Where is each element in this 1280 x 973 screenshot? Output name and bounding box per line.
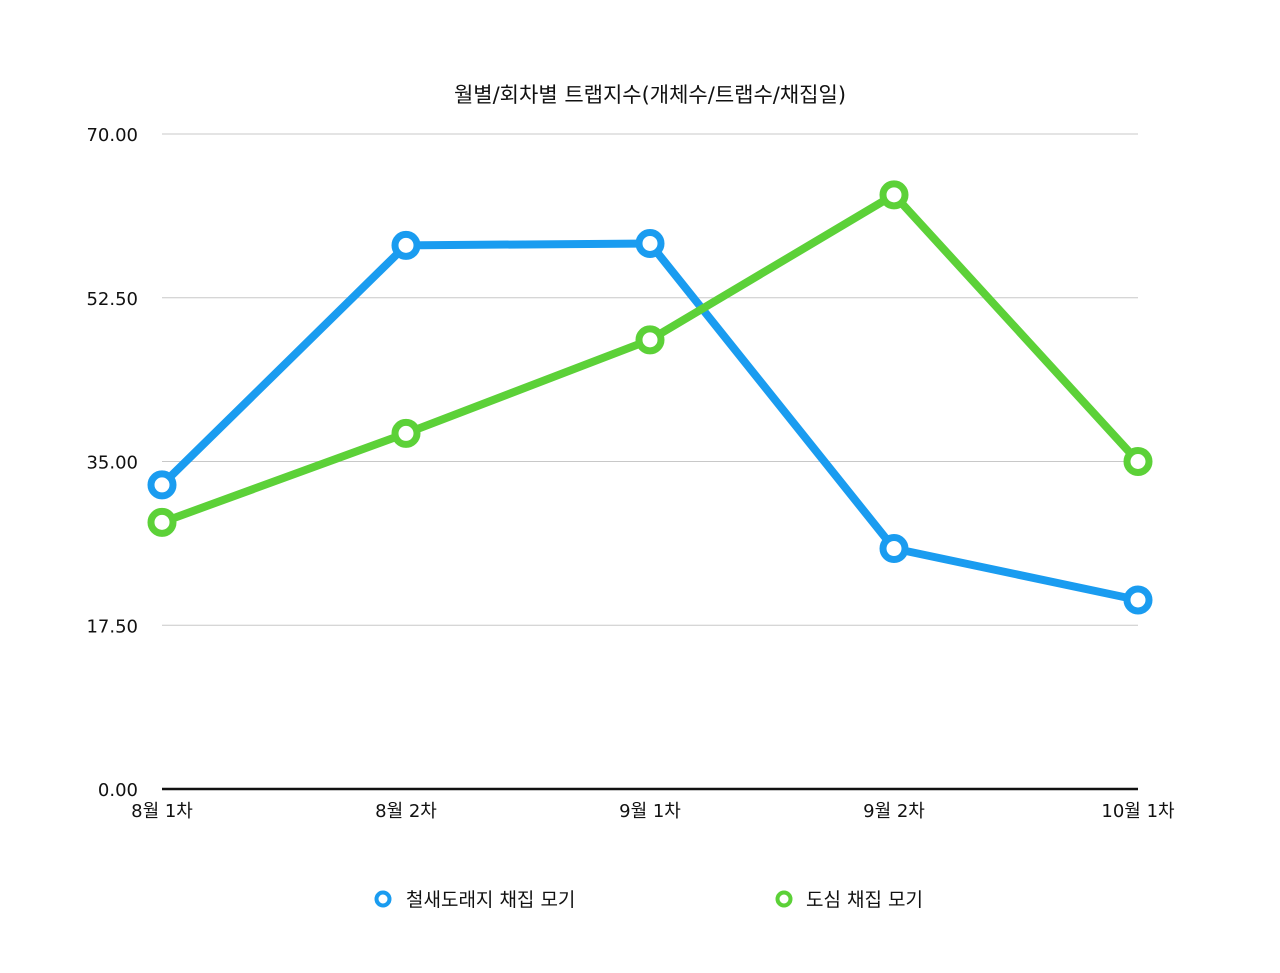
legend-label: 철새도래지 채집 모기 [406, 889, 575, 911]
legend-marker [775, 890, 793, 908]
y-tick-label: 17.50 [86, 616, 138, 637]
series-1 [147, 228, 1153, 615]
chart-title: 월별/회차별 트랩지수(개체수/트랩수/채집일) [454, 83, 846, 107]
series-lines [147, 180, 1153, 615]
gridlines [162, 133, 1138, 626]
series-2 [147, 180, 1153, 537]
x-tick-label: 9월 1차 [619, 801, 681, 822]
data-point [879, 180, 909, 210]
legend-marker [374, 890, 392, 908]
axes: 0.00 17.50 35.00 52.50 70.00 8월 1차 8월 2차 9월 1차 9… [86, 125, 1175, 822]
data-point [879, 534, 909, 564]
y-tick-label: 52.50 [86, 289, 138, 310]
y-tick-label: 0.00 [98, 780, 138, 801]
data-point [1123, 447, 1153, 476]
legend-label: 도심 채집 모기 [806, 889, 923, 911]
y-tick-label: 70.00 [86, 125, 138, 146]
y-tick-label: 35.00 [86, 453, 138, 474]
data-point [147, 470, 177, 500]
legend-item: 철새도래지 채집 모기 [374, 889, 575, 911]
data-point [147, 507, 177, 537]
x-tick-label: 10월 1차 [1101, 801, 1175, 822]
x-tick-label: 9월 2차 [863, 801, 925, 822]
data-point [391, 230, 421, 260]
x-tick-label: 8월 1차 [131, 801, 193, 822]
x-tick-label: 8월 2차 [375, 801, 437, 822]
data-point [635, 228, 665, 258]
data-point [391, 418, 421, 448]
legend-item: 도심 채집 모기 [775, 889, 923, 911]
data-point [635, 325, 665, 355]
data-point [1123, 585, 1153, 615]
legend: 철새도래지 채집 모기 도심 채집 모기 [374, 889, 923, 911]
